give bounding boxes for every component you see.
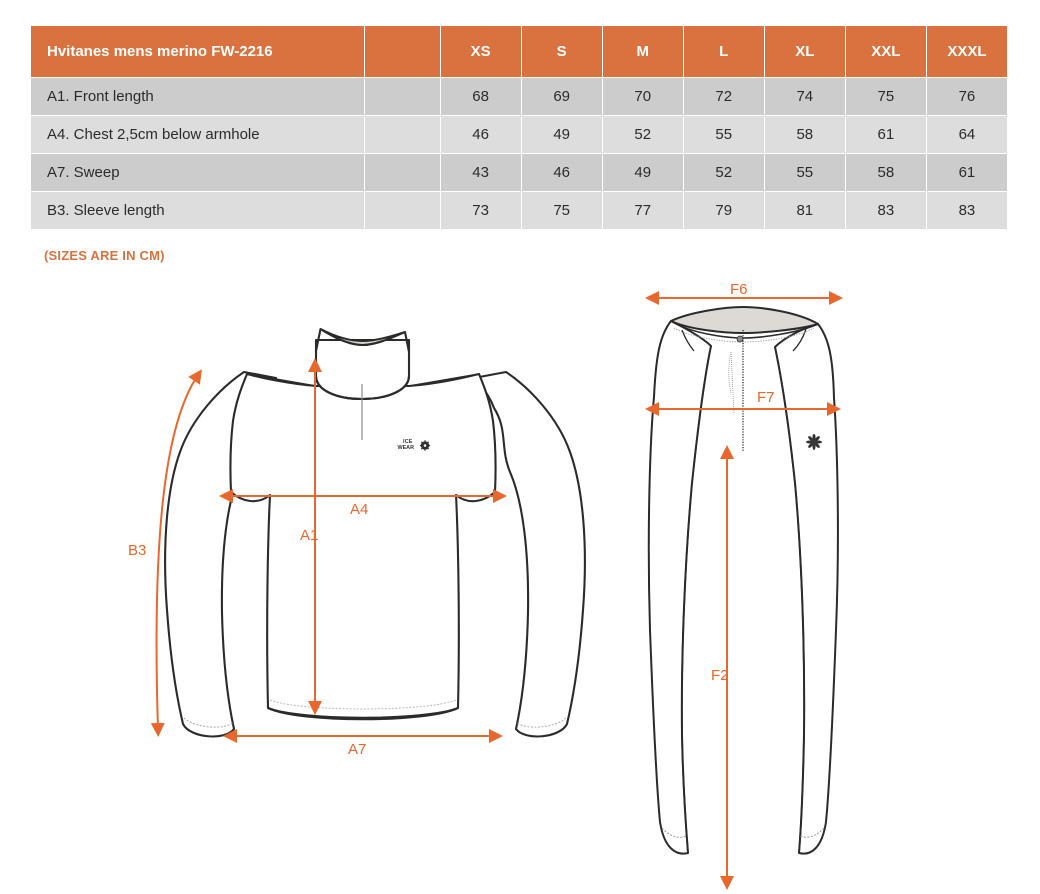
svg-text:A4: A4 [350,501,368,518]
svg-text:F2: F2 [711,667,729,684]
svg-text:F6: F6 [730,281,748,298]
svg-text:WEAR: WEAR [398,445,415,451]
svg-text:B3: B3 [128,542,146,559]
svg-text:A7: A7 [348,741,366,758]
svg-text:F7: F7 [757,389,775,406]
svg-text:A1: A1 [300,527,318,544]
